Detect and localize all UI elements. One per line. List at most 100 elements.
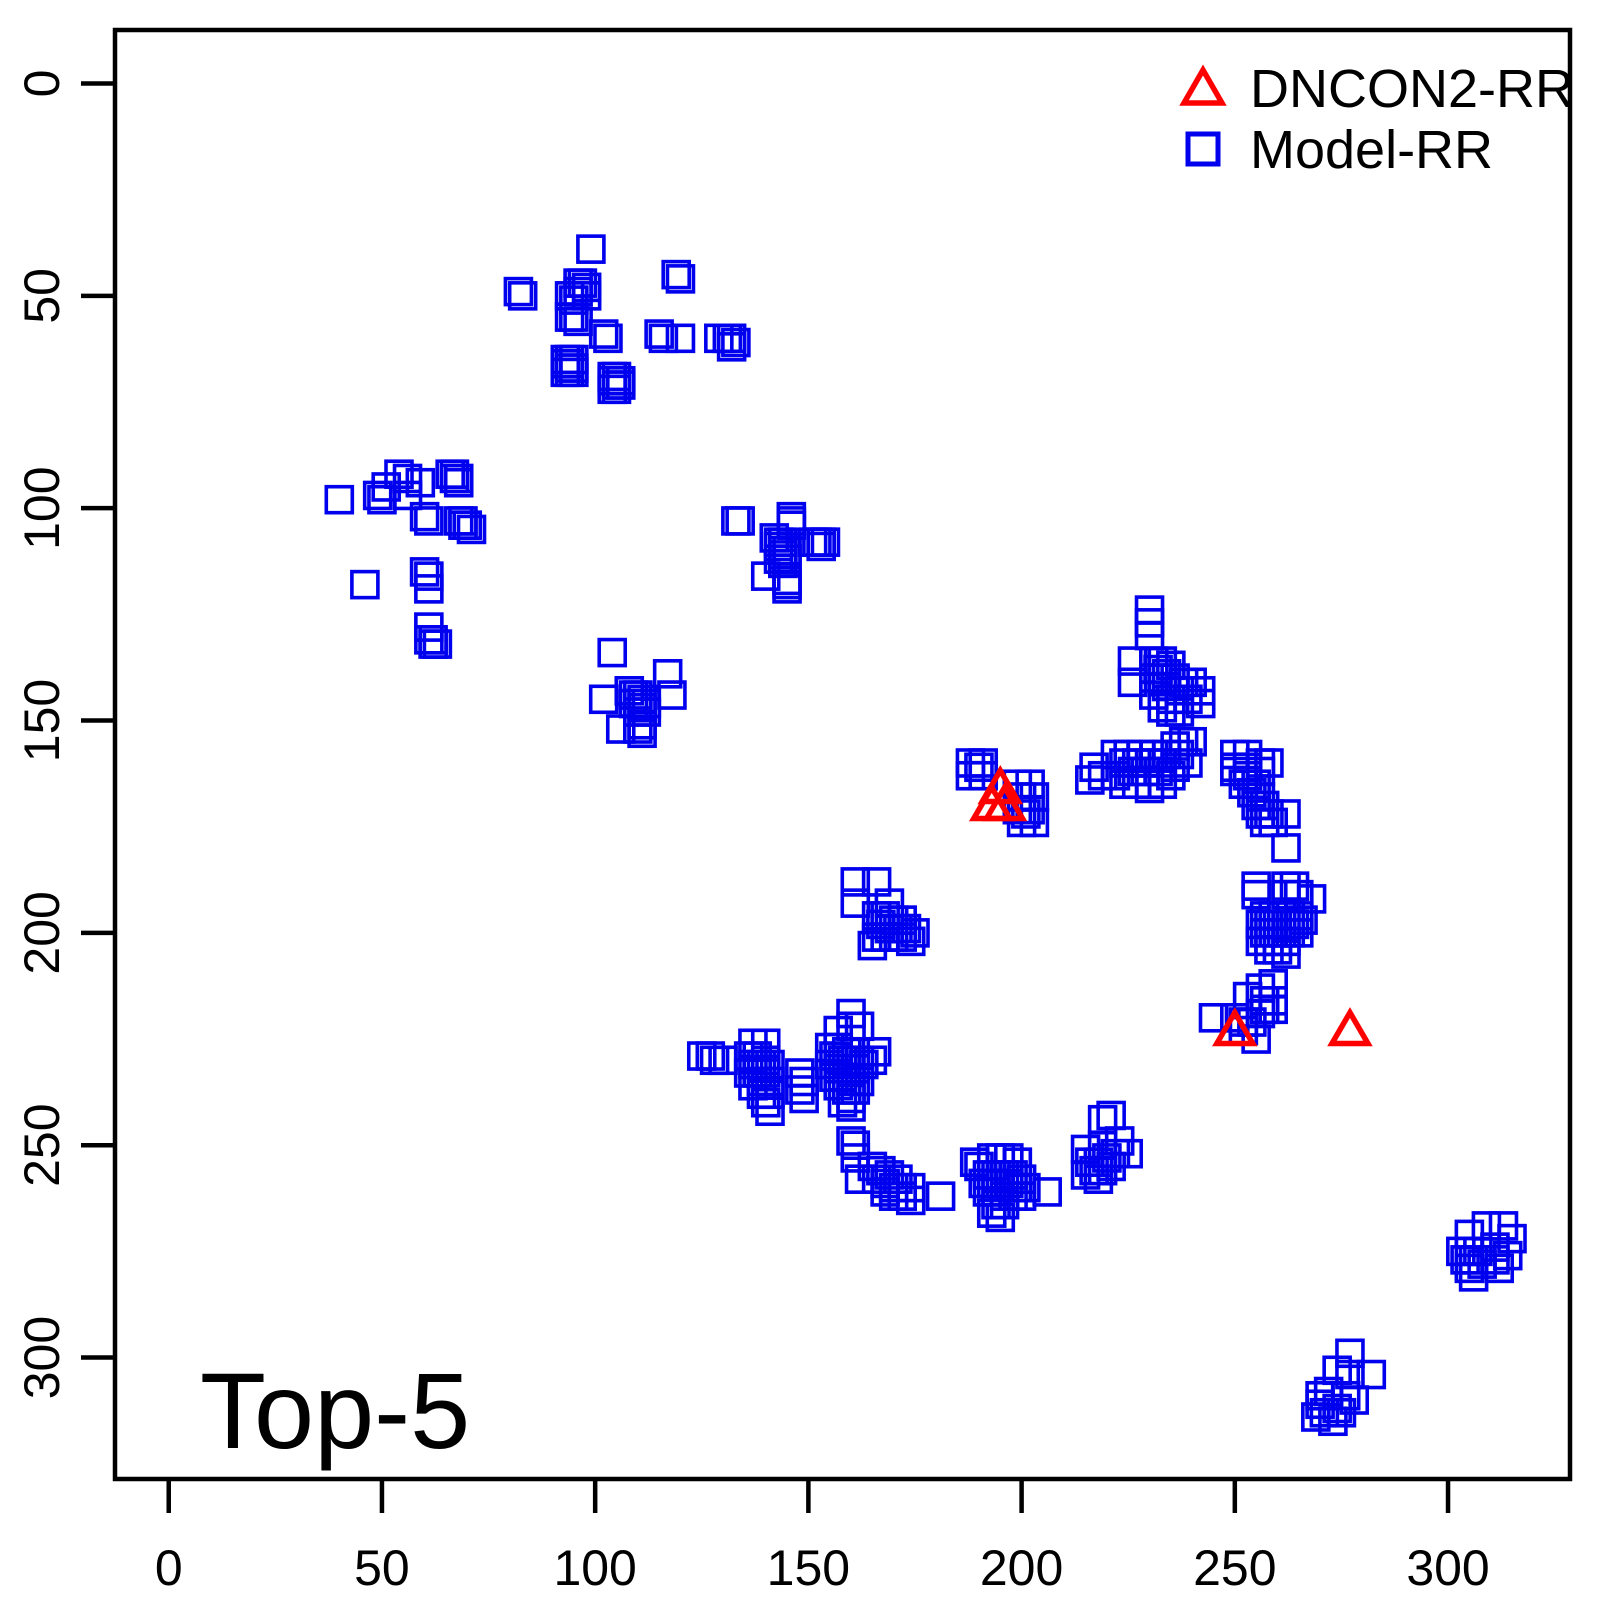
scatter-point-square: [443, 467, 474, 498]
scatter-point-square: [414, 574, 444, 604]
scatter-point-square: [1356, 1359, 1387, 1390]
plot-area-border: [112, 27, 1573, 1482]
scatter-point-square: [648, 323, 679, 354]
scatter-point-square: [405, 467, 436, 498]
scatter-point-square: [588, 684, 619, 715]
scatter-point-square: [559, 302, 589, 332]
scatter-point-square: [627, 718, 657, 749]
scatter-point-square: [588, 319, 619, 349]
scatter-point-square: [362, 480, 393, 511]
scatter-point-square: [755, 1079, 785, 1110]
scatter-point-square: [1083, 1164, 1114, 1194]
scatter-point-square: [1241, 1024, 1271, 1054]
scatter-point-square: [1198, 1003, 1229, 1033]
legend-label-model: Model-RR: [1250, 120, 1493, 180]
scatter-point-square: [597, 374, 628, 405]
scatter-point-square: [806, 531, 836, 562]
scatter-point-square: [1147, 692, 1178, 723]
scatter-point-square: [384, 459, 414, 490]
scatter-point-square: [409, 501, 440, 532]
scatter-point-square: [772, 574, 802, 604]
scatter-point-square: [503, 276, 534, 307]
scatter-point-triangle: [981, 781, 1028, 822]
scatter-point-square: [554, 357, 585, 388]
scatter-point-square: [1254, 799, 1284, 829]
scatter-point-square: [925, 1181, 956, 1211]
scatter-point-square: [857, 1045, 888, 1076]
scatter-point-square: [895, 926, 926, 957]
scatter-point-square: [1147, 769, 1178, 800]
scatter-point-square: [559, 285, 589, 315]
scatter-point-triangle: [1212, 1007, 1258, 1047]
scatter-point-square: [1271, 799, 1301, 829]
scatter-point-square: [810, 527, 841, 557]
scatter-point-square: [836, 1126, 866, 1156]
y-axis-tick-label: 300: [14, 1316, 70, 1399]
x-axis: 0 50 100 150 200 250 300: [155, 1479, 1490, 1596]
scatter-point-square: [836, 1092, 866, 1122]
scatter-point-square: [1454, 1219, 1485, 1250]
scatter-point-square: [605, 714, 636, 744]
scatter-point-square: [785, 1075, 815, 1105]
scatter-point-square: [1309, 1397, 1340, 1428]
scatter-point-square: [1262, 935, 1293, 965]
scatter-point-square: [1301, 1402, 1331, 1432]
scatter-point-square: [456, 514, 487, 545]
scatter-point-square: [652, 659, 683, 689]
scatter-point-square: [1011, 799, 1041, 829]
scatter-point-square: [827, 1087, 858, 1118]
square-icon: [1185, 131, 1221, 167]
scatter-point-square: [895, 1185, 926, 1216]
scatter-point-square: [593, 323, 623, 354]
scatter-point-square: [597, 637, 628, 668]
scatter-point-square: [507, 281, 538, 311]
y-axis: 0 50 100 150 200 250 300: [14, 70, 115, 1399]
scatter-point-square: [1271, 833, 1301, 863]
scatter-point-square: [439, 463, 470, 494]
scatter-point-square: [1318, 1406, 1348, 1437]
x-axis-tick-label: 50: [354, 1540, 410, 1596]
scatter-point-square: [721, 327, 751, 358]
scatter-point-square: [350, 569, 380, 600]
scatter-point-square: [887, 922, 918, 952]
x-axis-tick-label: 300: [1406, 1540, 1489, 1596]
scatter-point-square: [1241, 871, 1271, 901]
scatter-point-square: [644, 319, 674, 349]
scatter-point-square: [448, 510, 478, 540]
scatter-point-square: [725, 506, 755, 536]
scatter-point-square: [789, 1066, 819, 1097]
y-axis-tick-label: 150: [14, 679, 70, 762]
scatter-point-square: [661, 259, 691, 290]
scatter-point-square: [985, 1202, 1016, 1233]
scatter-point-square: [789, 1083, 819, 1114]
triangle-icon: [1179, 64, 1227, 106]
series-dncon2-rr: [968, 764, 1373, 1047]
scatter-point-square: [716, 332, 747, 362]
scatter-point-square: [605, 370, 636, 400]
scatter-point-square: [1241, 879, 1271, 910]
scatter-point-square: [1484, 1253, 1515, 1284]
scatter-point-square: [665, 264, 696, 294]
scatter-point-square: [422, 629, 453, 659]
scatter-point-triangle: [1327, 1007, 1373, 1047]
y-axis-tick-label: 200: [14, 891, 70, 974]
x-axis-tick-label: 250: [1193, 1540, 1276, 1596]
x-axis-tick-label: 100: [553, 1540, 636, 1596]
scatter-point-square: [1185, 688, 1216, 719]
scatter-point-square: [1249, 790, 1280, 821]
scatter-point-square: [840, 867, 871, 897]
scatter-point-square: [623, 714, 653, 744]
x-axis-tick-label: 0: [155, 1540, 183, 1596]
scatter-point-square: [1100, 760, 1131, 791]
scatter-point-square: [1271, 939, 1301, 969]
scatter-point-square: [665, 323, 696, 354]
y-axis-tick-label: 50: [14, 268, 70, 324]
annotation-top5: Top-5: [200, 1350, 470, 1471]
scatter-point-square: [1164, 697, 1195, 727]
x-axis-tick-label: 150: [767, 1540, 850, 1596]
scatter-point-square: [409, 557, 440, 587]
x-axis-tick-label: 200: [980, 1540, 1063, 1596]
scatter-point-square: [1032, 1177, 1062, 1207]
